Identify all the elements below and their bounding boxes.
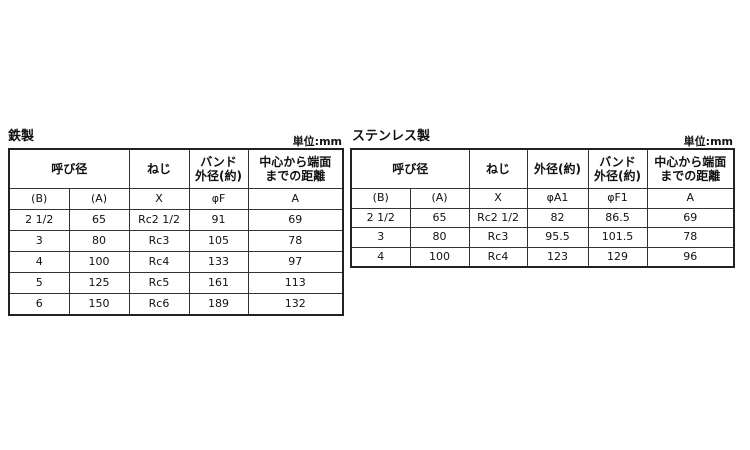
column-subheader: (A): [68, 188, 130, 210]
column-subheader: (B): [8, 188, 70, 210]
table-cell: 100: [409, 246, 470, 268]
table-cell: 123: [526, 246, 589, 268]
table-cell: 3: [8, 230, 70, 252]
table-cell: 78: [247, 230, 344, 252]
table-cell: 100: [68, 251, 130, 273]
table-cell: 133: [188, 251, 249, 273]
table-cell: 97: [247, 251, 344, 273]
header-row: 呼び径 ねじ 外径(約) バンド 外径(約) 中心から端面 までの距離: [350, 148, 735, 189]
column-header: 中心から端面 までの距離: [247, 148, 344, 189]
table-cell: 105: [188, 230, 249, 252]
column-subheader: (A): [409, 188, 470, 209]
header-row: 呼び径 ねじ バンド 外径(約) 中心から端面 までの距離: [8, 148, 344, 189]
table-cell: Rc4: [128, 251, 190, 273]
table-cell: 5: [8, 272, 70, 294]
column-header: バンド 外径(約): [188, 148, 249, 189]
column-subheader: (B): [350, 188, 411, 209]
column-subheader: φA1: [526, 188, 589, 209]
table-cell: 91: [188, 209, 249, 231]
table-cell: Rc4: [468, 246, 528, 268]
column-header: バンド 外径(約): [587, 148, 648, 189]
table-cell: 161: [188, 272, 249, 294]
iron-unit: 単位:mm: [292, 135, 342, 148]
table-row: 5 125 Rc5 161 113: [8, 272, 344, 294]
table-cell: 65: [68, 209, 130, 231]
column-subheader: X: [468, 188, 528, 209]
table-cell: 4: [350, 246, 411, 268]
table-row: 2 1/2 65 Rc2 1/2 91 69: [8, 209, 344, 231]
column-header: 外径(約): [526, 148, 589, 189]
table-row: 3 80 Rc3 105 78: [8, 230, 344, 252]
table-cell: 129: [587, 246, 648, 268]
table-cell: 69: [646, 207, 735, 228]
table-cell: 78: [646, 227, 735, 248]
column-subheader: A: [646, 188, 735, 209]
column-header: 中心から端面 までの距離: [646, 148, 735, 189]
table-cell: Rc3: [128, 230, 190, 252]
table-cell: Rc3: [468, 227, 528, 248]
table-row: 4 100 Rc4 123 129 96: [350, 246, 735, 268]
stainless-unit: 単位:mm: [683, 135, 733, 148]
table-cell: Rc2 1/2: [128, 209, 190, 231]
table-cell: 4: [8, 251, 70, 273]
column-header: 呼び径: [350, 148, 470, 189]
column-header: ねじ: [468, 148, 528, 189]
iron-title: 鉄製: [8, 129, 35, 144]
table-cell: 6: [8, 293, 70, 316]
table-cell: 96: [646, 246, 735, 268]
table-cell: 80: [68, 230, 130, 252]
table-cell: Rc2 1/2: [468, 207, 528, 228]
table-cell: 2 1/2: [8, 209, 70, 231]
table-row: 3 80 Rc3 95.5 101.5 78: [350, 227, 735, 248]
table-cell: Rc6: [128, 293, 190, 316]
column-subheader: A: [247, 188, 344, 210]
table-cell: 113: [247, 272, 344, 294]
table-row: 4 100 Rc4 133 97: [8, 251, 344, 273]
column-header: ねじ: [128, 148, 190, 189]
table-cell: 101.5: [587, 227, 648, 248]
column-subheader: X: [128, 188, 190, 210]
table-cell: 82: [526, 207, 589, 228]
table-row: 6 150 Rc6 189 132: [8, 293, 344, 316]
table-cell: 189: [188, 293, 249, 316]
table-cell: 2 1/2: [350, 207, 411, 228]
column-header: 呼び径: [8, 148, 130, 189]
table-row: 2 1/2 65 Rc2 1/2 82 86.5 69: [350, 207, 735, 228]
table-cell: 86.5: [587, 207, 648, 228]
table-cell: 132: [247, 293, 344, 316]
table-cell: 65: [409, 207, 470, 228]
column-subheader: φF: [188, 188, 249, 210]
stainless-title: ステンレス製: [352, 129, 431, 144]
table-cell: 150: [68, 293, 130, 316]
column-subheader: φF1: [587, 188, 648, 209]
table-cell: 69: [247, 209, 344, 231]
table-cell: Rc5: [128, 272, 190, 294]
table-cell: 80: [409, 227, 470, 248]
table-cell: 95.5: [526, 227, 589, 248]
table-cell: 3: [350, 227, 411, 248]
table-cell: 125: [68, 272, 130, 294]
